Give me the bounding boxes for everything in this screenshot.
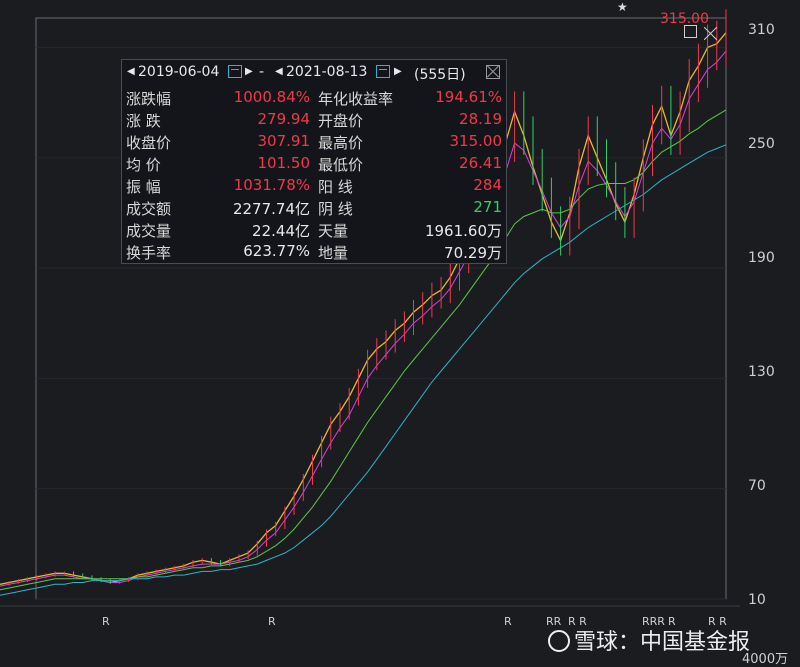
stats-row: 换手率 623.77% 地量 70.29万 [122,241,506,263]
stat-value: 279.94 [257,110,311,128]
stat-label: 成交额 [126,200,172,218]
stat-value: 623.77% [243,242,310,260]
stat-value: 271 [473,198,502,216]
stat-label: 阴 线 [318,200,353,218]
date-range-dash: - [259,64,265,80]
stats-row: 收盘价 307.91 最高价 315.00 [122,131,506,153]
stat-value: 1000.84% [233,88,310,106]
series-line-1 [0,50,727,587]
restore-window-icon[interactable] [684,25,697,38]
stats-row: 涨跌幅 1000.84% 年化收益率 194.61% [122,87,506,109]
stat-value: 2277.74亿 [232,200,310,218]
xueqiu-logo-icon [548,630,570,652]
stat-label: 振 幅 [126,178,161,196]
stat-label: 天量 [318,222,349,240]
y-tick-label: 10 [748,592,766,608]
end-calendar-icon[interactable] [376,65,390,78]
series-line-2 [0,109,727,591]
stats-row: 振 幅 1031.78% 阳 线 284 [122,175,506,197]
rights-marker: RR [546,615,562,628]
rights-marker: R [504,615,512,628]
volume-unit-label: 4000万 [742,652,789,667]
rights-marker: R [268,615,276,628]
prev-start-arrow-icon[interactable]: ◀ [127,66,135,77]
stat-value: 101.50 [257,154,311,172]
y-tick-label: 310 [748,22,775,38]
stat-label: 阳 线 [318,178,353,196]
stat-label: 均 价 [126,156,161,174]
stat-value: 1031.78% [233,176,310,194]
y-tick-label: 70 [748,478,766,494]
stat-value: 26.41 [459,154,502,172]
next-start-arrow-icon[interactable]: ▶ [245,66,253,77]
watermark: 雪球：中国基金报 [548,624,750,656]
stats-row: 成交额 2277.74亿阴 线 271 [122,197,506,219]
y-tick-label: 250 [748,136,775,152]
rights-marker: R [668,615,676,628]
next-end-arrow-icon[interactable]: ▶ [394,66,402,77]
interval-stats-panel: ◀ 2019-06-04 ▶ - ◀ 2021-08-13 ▶ (555日) 涨… [121,59,507,264]
rights-marker: RRR [642,615,665,628]
stats-row: 成交量 22.44亿 天量 1961.60万 [122,219,506,241]
stat-value: 284 [473,176,502,194]
series-line-3 [0,144,727,596]
day-count: (555日) [414,67,466,83]
rights-marker: R [102,615,110,628]
stat-label: 涨 跌 [126,112,161,130]
stats-row: 均 价 101.50 最低价 26.41 [122,153,506,175]
rights-marker: R R [708,615,727,628]
end-date[interactable]: 2021-08-13 [286,64,368,80]
stat-label: 涨跌幅 [126,90,172,108]
prev-end-arrow-icon[interactable]: ◀ [275,66,283,77]
max-price-label: 315.00 [660,11,709,27]
stat-label: 地量 [318,244,349,262]
stats-row: 涨 跌 279.94 开盘价 28.19 [122,109,506,131]
stat-value: 315.00 [449,132,503,150]
close-panel-icon[interactable] [486,65,500,79]
stat-label: 年化收益率 [318,90,394,108]
stat-label: 开盘价 [318,112,364,130]
y-tick-label: 130 [748,364,775,380]
stat-value: 1961.60万 [424,222,502,240]
start-calendar-icon[interactable] [228,65,242,78]
stat-label: 收盘价 [126,134,172,152]
stat-label: 换手率 [126,244,172,262]
star-icon: ★ [617,0,628,14]
close-chart-icon[interactable] [703,25,718,41]
stat-value: 22.44亿 [252,222,310,240]
start-date[interactable]: 2019-06-04 [138,64,220,80]
rights-marker: R R [568,615,587,628]
stat-label: 成交量 [126,222,172,240]
interval-header: ◀ 2019-06-04 ▶ - ◀ 2021-08-13 ▶ (555日) [122,60,506,86]
stat-value: 70.29万 [444,244,502,262]
stat-label: 最高价 [318,134,364,152]
watermark-text: 雪球：中国基金报 [574,630,751,655]
stat-value: 194.61% [435,88,502,106]
y-tick-label: 190 [748,250,775,266]
stat-label: 最低价 [318,156,364,174]
stat-value: 28.19 [459,110,502,128]
chart-series-layer [0,9,727,596]
stat-value: 307.91 [257,132,311,150]
